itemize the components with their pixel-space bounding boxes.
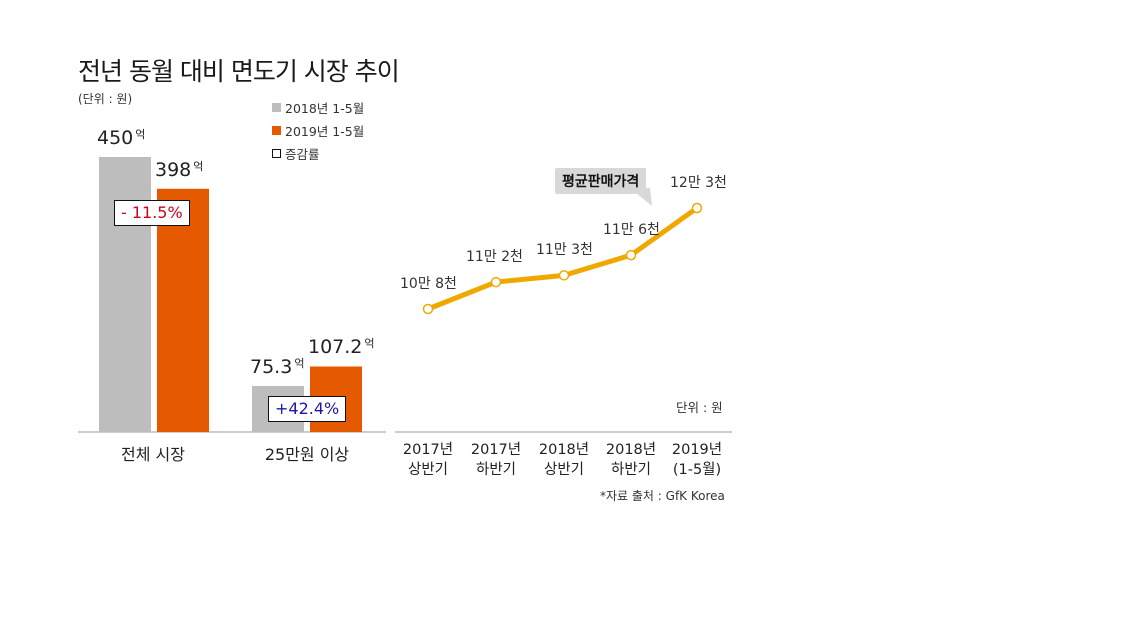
legend-item-change: 증감률 <box>272 144 364 163</box>
legend-item-2019: 2019년 1-5월 <box>272 121 364 140</box>
left-unit-label: (단위 : 원) <box>78 92 133 106</box>
x-tick-label-line: 2018년 <box>538 442 590 458</box>
bar-2019-0 <box>157 188 209 432</box>
x-tick-label-line: 상반기 <box>407 462 449 478</box>
bar-value-number: 107.2 <box>308 336 363 359</box>
legend-swatch-change <box>272 149 281 158</box>
price-point-label: 11만 3천 <box>536 242 593 259</box>
price-point-label: 12만 3천 <box>670 175 727 191</box>
x-tick-label-line: 2017년 <box>402 442 454 458</box>
x-tick-label-line: 상반기 <box>543 462 585 478</box>
x-tick-label-line: 하반기 <box>475 462 517 478</box>
bar-value-label: 450 억 <box>97 127 145 149</box>
bar-value-number: 398 <box>155 158 192 181</box>
right-unit-label: 단위 : 원 <box>676 400 723 415</box>
x-tick-label-line: 하반기 <box>610 462 652 478</box>
x-tick-label-line: 2018년 <box>605 442 657 458</box>
category-label-premium: 25만원 이상 <box>264 445 350 464</box>
legend-swatch-2019 <box>272 126 281 135</box>
price-point-4 <box>691 202 703 214</box>
change-badge-premium: +42.4% <box>268 396 347 422</box>
bar-value-unit: 억 <box>364 337 375 351</box>
bar-value-unit: 억 <box>193 159 204 173</box>
price-point-label: 11만 6천 <box>603 222 660 239</box>
bar-value-number: 450 <box>97 127 134 149</box>
x-tick-label-line: 2019년 <box>671 442 723 458</box>
line-chart <box>395 188 732 433</box>
legend: 2018년 1-5월 2019년 1-5월 증감률 <box>272 98 364 163</box>
price-point-2 <box>558 270 570 281</box>
category-label-total: 전체 시장 <box>121 445 185 464</box>
bar-value-unit: 억 <box>294 356 305 370</box>
x-tick-label-line: 2017년 <box>470 442 522 458</box>
legend-label-2018: 2018년 1-5월 <box>285 101 365 116</box>
legend-label-2019: 2019년 1-5월 <box>285 124 365 139</box>
bar-value-unit: 억 <box>135 128 146 141</box>
change-badge-total: - 11.5% <box>114 200 190 226</box>
bar-value-label: 398 억 <box>155 159 203 181</box>
x-tick-label-line: (1-5월) <box>672 462 722 478</box>
legend-label-change: 증감률 <box>285 147 320 162</box>
bar-value-number: 75.3 <box>250 355 293 378</box>
price-point-3 <box>625 249 637 261</box>
x-tick-label: 2019년 (1-5월) <box>657 440 737 480</box>
bar-value-label: 75.3 억 <box>250 356 304 378</box>
bar-value-label: 107.2 억 <box>308 336 375 358</box>
chart-title: 전년 동월 대비 면도기 시장 추이 <box>78 57 400 86</box>
price-point-0 <box>422 303 434 315</box>
price-point-label: 10만 8천 <box>400 276 457 292</box>
bar-chart <box>78 157 386 433</box>
source-note: *자료 출처 : GfK Korea <box>600 489 725 503</box>
price-point-1 <box>490 276 502 288</box>
price-point-label: 11만 2천 <box>466 249 523 266</box>
legend-swatch-2018 <box>272 103 281 112</box>
avg-price-callout: 평균판매가격 <box>555 168 647 194</box>
bar-2018-0 <box>99 157 151 432</box>
legend-item-2018: 2018년 1-5월 <box>272 98 364 117</box>
